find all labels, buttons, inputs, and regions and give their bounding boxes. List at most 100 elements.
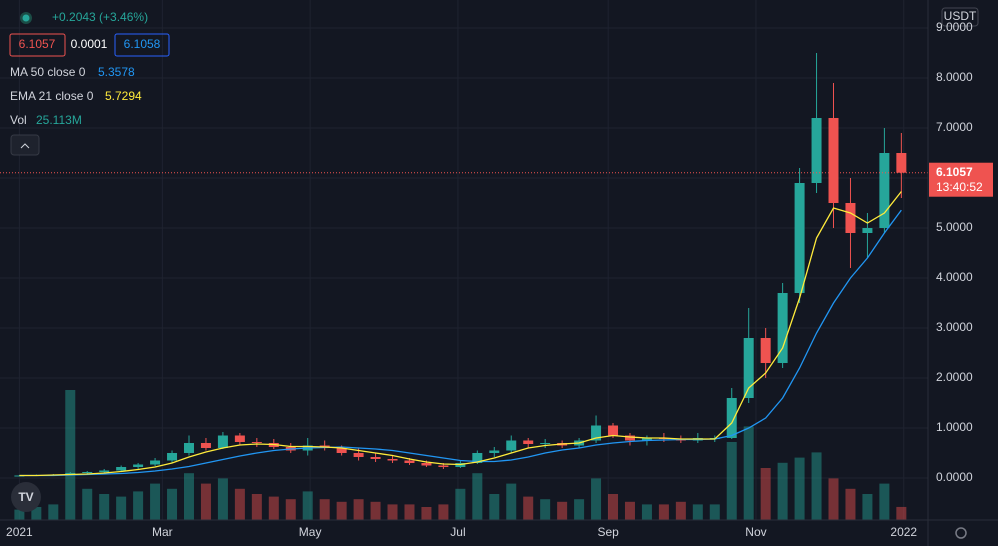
volume-bar: [116, 496, 127, 520]
x-tick-label: Jul: [450, 525, 465, 539]
volume-bar: [777, 462, 788, 520]
volume-bar: [760, 468, 771, 520]
volume-bar: [675, 501, 686, 520]
x-tick-label: May: [299, 525, 322, 539]
collapse-button[interactable]: [10, 134, 40, 156]
volume-bar: [608, 494, 619, 520]
candle-body: [523, 440, 534, 444]
volume-bar: [658, 504, 669, 520]
spread: 0.0001: [71, 37, 108, 51]
volume-bar: [31, 507, 42, 520]
volume-bar: [65, 390, 76, 520]
candle-body: [506, 440, 517, 451]
axes: 0.00001.00002.00003.00004.00005.00006.00…: [6, 20, 993, 539]
candle-body: [99, 470, 110, 472]
candle-body: [608, 425, 619, 436]
candle-body: [387, 459, 398, 461]
y-tick-label: 2.0000: [936, 370, 973, 384]
ma-value: 5.3578: [98, 65, 135, 79]
volume-bar: [624, 501, 635, 520]
ask-box[interactable]: [114, 33, 170, 57]
candle-body: [404, 460, 415, 463]
volume-pane: [14, 390, 907, 520]
volume-bar: [302, 491, 313, 520]
price-tag-countdown: 13:40:52: [936, 180, 983, 194]
candle-body: [896, 153, 907, 173]
y-tick-label: 5.0000: [936, 220, 973, 234]
candle-body: [726, 398, 737, 438]
candle-body: [489, 450, 500, 453]
candle-body: [472, 453, 483, 463]
status-dot: [22, 14, 30, 22]
y-tick-label: 9.0000: [936, 20, 973, 34]
candle-body: [777, 293, 788, 363]
candle-body: [82, 472, 93, 473]
indicator-line: [19, 191, 902, 477]
price-tag-value: 6.1057: [936, 165, 973, 179]
volume-bar: [743, 426, 754, 520]
volume-bar: [709, 504, 720, 520]
volume-bar: [557, 501, 568, 520]
volume-bar: [506, 483, 517, 520]
y-tick-label: 7.0000: [936, 120, 973, 134]
collapse-icon: [20, 143, 30, 149]
candle-body: [200, 443, 211, 448]
logo[interactable]: [11, 482, 41, 512]
candle-body: [150, 460, 161, 465]
volume-bar: [862, 494, 873, 520]
volume-bar: [99, 494, 110, 520]
volume-bar: [489, 494, 500, 520]
plot: [0, 53, 928, 477]
ask: 6.1058: [124, 37, 161, 51]
volume-bar: [811, 452, 822, 520]
currency-box[interactable]: [941, 7, 979, 27]
ema-legend: EMA 21 close 0: [10, 89, 94, 103]
currency: USDT: [944, 9, 977, 23]
volume-bar: [285, 499, 296, 520]
volume-bar: [574, 499, 585, 520]
volume-bar: [387, 504, 398, 520]
volume-bar: [133, 491, 144, 520]
candle-body: [540, 443, 551, 444]
y-tick-label: 1.0000: [936, 420, 973, 434]
volume-bar: [48, 504, 59, 520]
candle-body: [624, 435, 635, 441]
volume-bar: [828, 478, 839, 520]
candle-body: [336, 448, 347, 453]
price-tag: [929, 162, 993, 197]
volume-bar: [82, 488, 93, 520]
x-tick-label: Sep: [597, 525, 619, 539]
volume-bar: [523, 496, 534, 520]
candle-body: [370, 457, 381, 459]
candle-body: [811, 118, 822, 183]
candle-body: [845, 203, 856, 233]
volume-bar: [336, 501, 347, 520]
settings-icon[interactable]: [955, 527, 967, 539]
candle-body: [641, 438, 652, 441]
x-tick-label: Nov: [745, 525, 766, 539]
volume-bar: [268, 496, 279, 520]
volume-bar: [217, 478, 228, 520]
candle-body: [879, 153, 890, 228]
y-tick-label: 3.0000: [936, 320, 973, 334]
candle-body: [421, 463, 432, 466]
candle-body: [760, 338, 771, 363]
candle-body: [183, 443, 194, 453]
bid-box[interactable]: [9, 33, 66, 57]
volume-bar: [879, 483, 890, 520]
volume-bar: [251, 494, 262, 520]
candle-body: [116, 467, 127, 471]
bid: 6.1057: [19, 37, 56, 51]
candle-body: [251, 442, 262, 443]
candle-body: [828, 118, 839, 203]
vol-value: 25.113M: [36, 113, 82, 127]
volume-bar: [421, 507, 432, 520]
volume-bar: [150, 483, 161, 520]
candle-body: [591, 425, 602, 441]
candle-body: [438, 465, 449, 467]
volume-bar: [200, 483, 211, 520]
volume-bar: [540, 499, 551, 520]
candle-body: [353, 453, 364, 457]
volume-bar: [353, 499, 364, 520]
